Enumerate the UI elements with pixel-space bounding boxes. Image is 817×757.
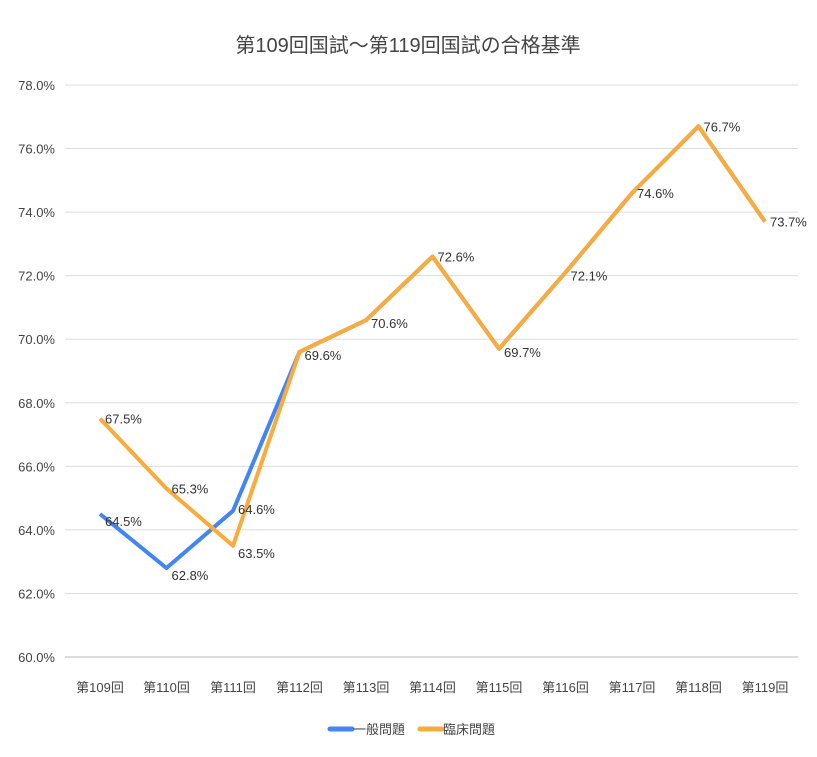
y-tick-label: 72.0% (18, 269, 55, 284)
data-label: 64.6% (238, 502, 275, 517)
x-tick-label: 第109回 (76, 680, 124, 695)
data-label: 63.5% (238, 546, 275, 561)
x-tick-label: 第114回 (409, 680, 456, 695)
x-tick-label: 第117回 (609, 680, 656, 695)
y-tick-label: 66.0% (18, 459, 55, 474)
data-label: 72.6% (438, 250, 475, 265)
data-label: 67.5% (105, 412, 142, 427)
x-tick-label: 第110回 (143, 680, 190, 695)
data-label: 69.6% (305, 348, 342, 363)
y-tick-label: 78.0% (18, 78, 55, 93)
x-tick-label: 第118回 (675, 680, 722, 695)
series-line-2 (98, 124, 767, 548)
y-tick-label: 76.0% (18, 142, 55, 157)
y-tick-label: 60.0% (18, 650, 55, 665)
data-label: 73.7% (770, 215, 807, 230)
y-tick-label: 68.0% (18, 396, 55, 411)
data-label: 76.7% (704, 119, 741, 134)
data-label: 72.1% (571, 268, 608, 283)
data-label: 62.8% (172, 568, 209, 583)
x-tick-label: 第115回 (476, 680, 523, 695)
chart-title: 第109回国試～第119回国試の合格基準 (235, 34, 580, 57)
x-tick-label: 第111回 (210, 680, 256, 695)
y-tick-label: 62.0% (18, 586, 55, 601)
y-tick-label: 70.0% (18, 332, 55, 347)
y-tick-label: 64.0% (18, 523, 55, 538)
legend-label: 臨床問題 (443, 722, 495, 737)
x-tick-label: 第116回 (542, 680, 589, 695)
x-tick-label: 第119回 (742, 680, 789, 695)
data-label: 64.5% (105, 514, 142, 529)
x-tick-label: 第112回 (276, 680, 323, 695)
data-label: 70.6% (371, 316, 408, 331)
legend-label: 一般問題 (353, 722, 405, 737)
data-label: 74.6% (637, 186, 674, 201)
y-tick-label: 74.0% (18, 205, 55, 220)
x-tick-label: 第113回 (343, 680, 390, 695)
data-label: 69.7% (504, 345, 541, 360)
data-label: 65.3% (172, 482, 209, 497)
